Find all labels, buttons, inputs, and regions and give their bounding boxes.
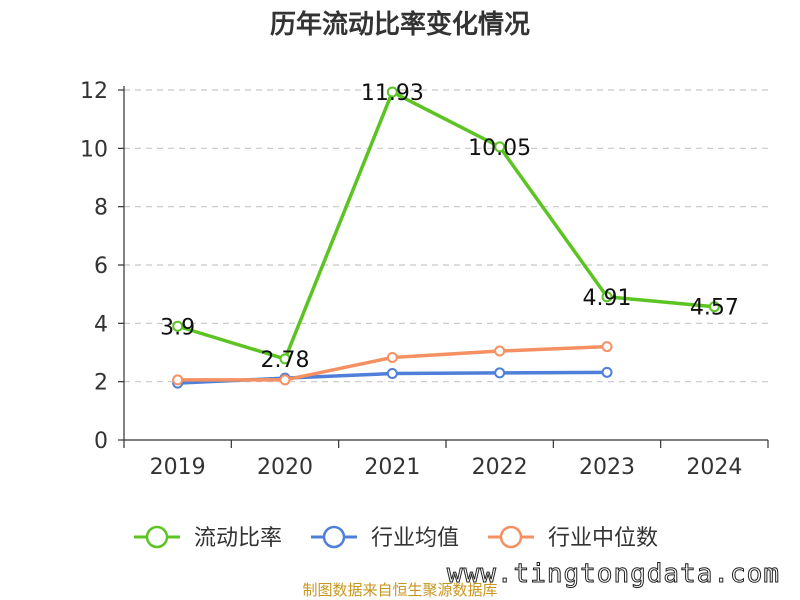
x-tick-label: 2022 (472, 455, 528, 480)
y-tick-label: 10 (80, 137, 108, 162)
y-tick-label: 0 (94, 429, 108, 454)
data-point (172, 374, 184, 386)
axes: 0 2 4 6 8 10 12 2019 2020 2021 2022 2023 2024 (80, 79, 769, 480)
x-tick-label: 2019 (150, 455, 206, 480)
data-label: 2.78 (261, 348, 310, 373)
data-point (386, 86, 398, 98)
data-label: 4.57 (690, 296, 739, 321)
data-point (601, 366, 613, 378)
legend-label: 流动比率 (194, 526, 282, 551)
source-note: 制图数据来自恒生聚源数据库 (302, 581, 497, 599)
data-point (494, 367, 506, 379)
y-tick-label: 4 (94, 312, 108, 337)
data-point (172, 320, 184, 332)
y-tick-label: 12 (80, 79, 108, 104)
watermark: www.tingtongdata.com (447, 559, 780, 589)
series-line (177, 90, 715, 361)
data-label: 4.91 (583, 286, 632, 311)
data-label: 10.05 (468, 136, 531, 161)
data-label: 3.9 (160, 315, 195, 340)
x-tick-label: 2021 (364, 455, 420, 480)
data-point (386, 351, 398, 363)
y-tick-label: 8 (94, 196, 108, 221)
data-point (494, 345, 506, 357)
data-labels: 3.9 2.78 11.93 10.05 4.91 4.57 (160, 81, 739, 373)
data-point (708, 301, 720, 313)
x-tick-label: 2024 (686, 455, 742, 480)
legend: 流动比率 行业均值 行业中位数 (134, 525, 658, 551)
x-tick-label: 2020 (257, 455, 313, 480)
legend-item: 行业中位数 (488, 525, 658, 551)
data-label: 11.93 (361, 81, 424, 106)
legend-label: 行业中位数 (548, 526, 658, 551)
data-point (279, 353, 291, 365)
data-point (279, 374, 291, 386)
grid (124, 89, 768, 383)
data-point (601, 341, 613, 353)
legend-marker (322, 525, 346, 549)
data-point (601, 291, 613, 303)
legend-marker (145, 525, 169, 549)
y-tick-label: 2 (94, 371, 108, 396)
series-group (172, 86, 720, 389)
legend-item: 流动比率 (134, 525, 282, 551)
chart-title: 历年流动比率变化情况 (270, 9, 530, 40)
legend-label: 行业均值 (371, 526, 459, 551)
data-point (494, 141, 506, 153)
y-tick-label: 6 (94, 254, 108, 279)
legend-item: 行业均值 (311, 525, 459, 551)
x-tick-label: 2023 (579, 455, 635, 480)
legend-marker (499, 525, 523, 549)
data-point (386, 368, 398, 379)
